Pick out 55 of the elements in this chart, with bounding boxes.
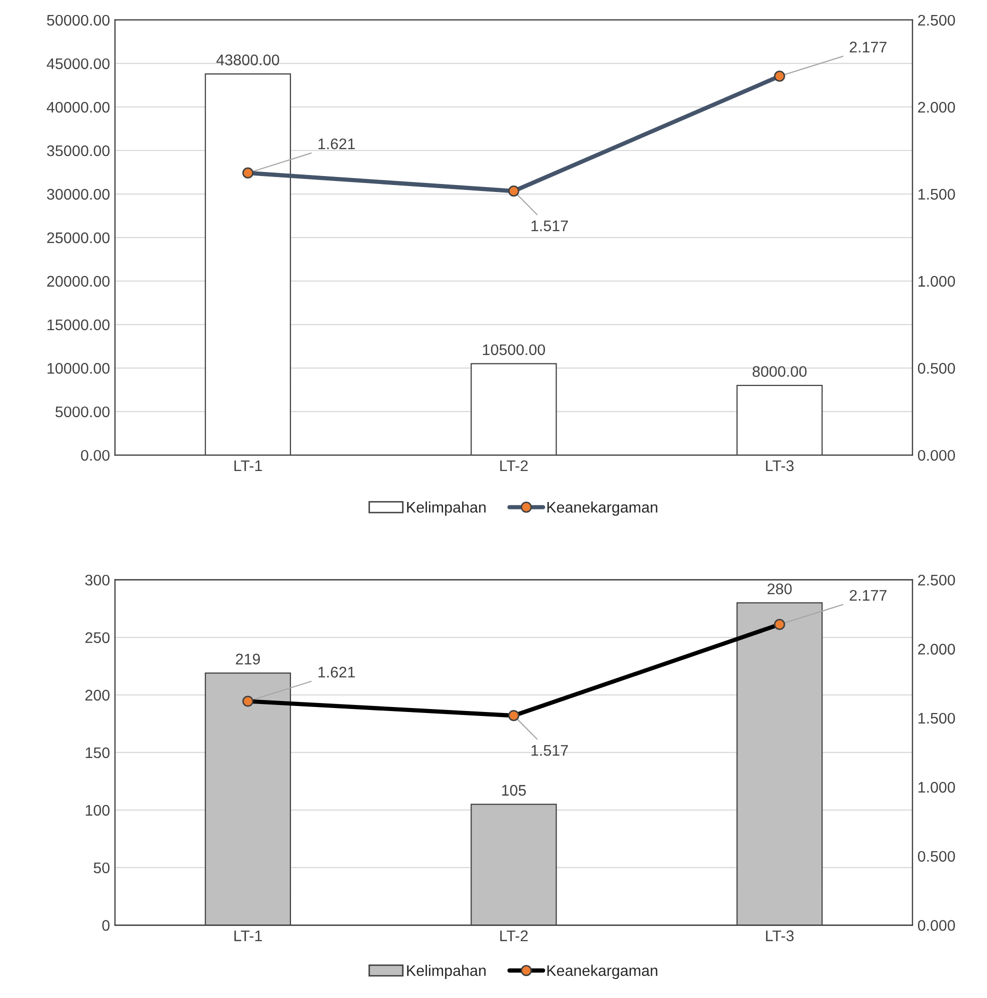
data-label: 1.517	[532, 745, 568, 756]
y-tick-label: 300	[85, 574, 110, 586]
data-label: 219	[236, 654, 260, 664]
data-label: 2.177	[850, 42, 886, 52]
y2-tick-label: 0.500	[918, 850, 955, 862]
y-tick-label: 40000.00	[46, 102, 110, 113]
data-label: 10500.00	[483, 344, 545, 356]
y2-tick-label: 1.000	[918, 276, 955, 287]
y-tick-label: 100	[86, 804, 110, 816]
data-label: 2.177	[850, 590, 886, 601]
x-tick-label: LT-1	[234, 930, 262, 942]
y-tick-label: 50	[94, 862, 110, 874]
legend-label: Kelimpahan	[407, 501, 486, 516]
data-label: 1.621	[318, 138, 355, 150]
x-tick-label: LT-1	[234, 460, 262, 472]
point	[774, 70, 786, 82]
data-label: 8000.00	[752, 366, 807, 377]
y2-tick-label: 2.000	[918, 644, 955, 655]
point	[508, 185, 520, 197]
y-tick-label: 20000.00	[47, 276, 110, 287]
y-tick-label: 45000.00	[46, 58, 110, 70]
data-label: 1.621	[318, 666, 355, 678]
y-tick-label: 35000.00	[46, 145, 110, 156]
y-tick-label: 0.00	[80, 450, 110, 461]
y-tick-label: 200	[85, 690, 110, 701]
x-tick-label: LT-2	[500, 930, 528, 942]
y2-tick-label: 0.500	[918, 362, 955, 374]
legend-label: Kelimpahan	[407, 964, 486, 980]
data-label: 1.517	[532, 220, 568, 232]
y-tick-label: 150	[86, 747, 110, 758]
x-tick-label: LT-3	[766, 460, 794, 472]
y2-tick-label: 1.500	[918, 712, 955, 724]
y-tick-label: 10000.00	[48, 362, 110, 374]
legend-label: Keanekargaman	[547, 964, 658, 980]
y-tick-label: 15000.00	[48, 319, 110, 330]
x-tick-label: LT-3	[766, 930, 794, 942]
y2-tick-label: 2.000	[918, 102, 955, 113]
y-tick-label: 30000.00	[46, 188, 110, 200]
y-tick-label: 0	[102, 920, 110, 931]
legend-label: Keanekargaman	[547, 501, 658, 516]
data-label: 43800.00	[216, 54, 280, 66]
y2-tick-label: 2.500	[918, 14, 955, 26]
y-tick-label: 25000.00	[47, 232, 110, 244]
y2-tick-label: 0.000	[918, 920, 955, 931]
data-label: 105	[502, 784, 526, 796]
y-tick-label: 5000.00	[56, 406, 110, 418]
y2-tick-label: 1.000	[918, 782, 955, 793]
y-tick-label: 250	[85, 632, 110, 644]
data-label: 280	[768, 583, 792, 594]
y2-tick-label: 1.500	[918, 188, 955, 200]
x-tick-label: LT-2	[500, 460, 528, 472]
y2-tick-label: 2.500	[918, 574, 955, 586]
point	[242, 167, 254, 179]
y2-tick-label: 0.000	[918, 450, 955, 461]
y-tick-label: 50000.00	[47, 14, 110, 26]
